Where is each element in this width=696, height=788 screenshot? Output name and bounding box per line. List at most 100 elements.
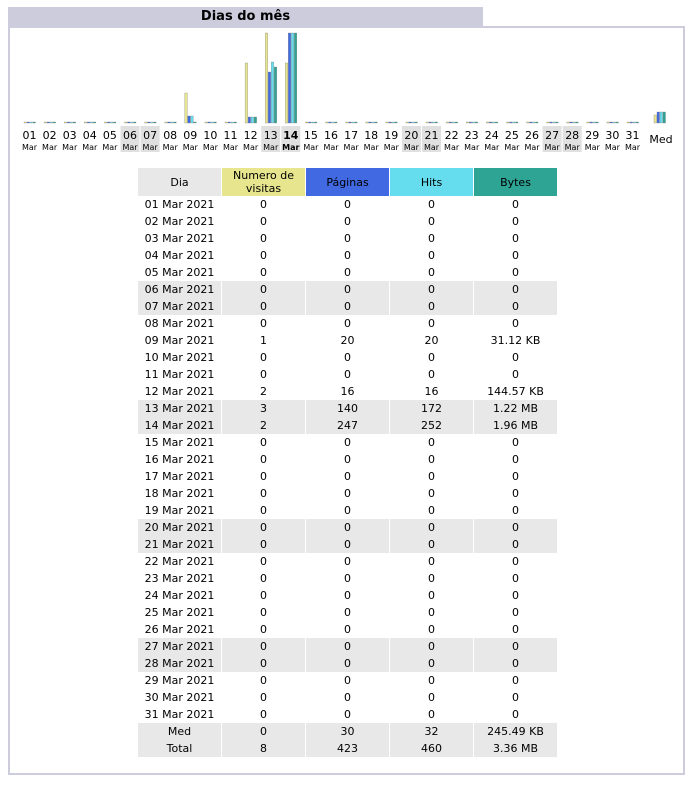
row-value: 0 [221,587,305,604]
bar-bytes-05 [113,121,117,124]
row-value: 0 [221,434,305,451]
x-tick-month: Mar [22,143,38,152]
x-tick-month: Mar [203,143,219,152]
table-row: 17 Mar 2021 0 0 0 0 [137,468,557,485]
row-date: 02 Mar 2021 [137,213,221,230]
row-value: 0 [389,315,473,332]
bar-hits-18 [371,121,375,124]
row-value: 0 [389,587,473,604]
bar-bytes-26 [535,121,539,124]
x-tick-day: 26 [525,129,539,142]
x-tick-day: 06 [123,129,137,142]
weekend-label-bg [542,126,562,152]
row-value: 0 [389,604,473,621]
x-tick-day: 08 [163,129,177,142]
row-date: 24 Mar 2021 [137,587,221,604]
x-tick-month: Mar [223,143,239,152]
x-tick-day: 17 [344,129,358,142]
table-row: 30 Mar 2021 0 0 0 0 [137,689,557,706]
table-row: 31 Mar 2021 0 0 0 0 [137,706,557,723]
row-value: 0 [473,485,557,502]
daily-bar-chart: 01Mar02Mar03Mar04Mar05Mar06Mar07Mar08Mar… [22,32,673,152]
row-value: 0 [221,604,305,621]
row-value: 0 [389,519,473,536]
row-value: 0 [473,281,557,298]
row-value: 0 [305,264,389,281]
row-value: 0 [473,638,557,655]
row-date: 30 Mar 2021 [137,689,221,706]
x-tick-month: Mar [282,143,299,152]
x-tick-month: Mar [344,143,360,152]
bar-numero-de-visitas-20 [405,121,409,124]
x-tick-day: 23 [465,129,479,142]
row-value: 0 [221,621,305,638]
bar-páginas-28 [569,121,573,124]
bar-numero-de-visitas-05 [104,121,108,124]
bar-bytes-06 [133,121,137,124]
bar-hits-29 [592,121,596,124]
row-value: 16 [389,383,473,400]
bar-páginas-25 [509,121,513,124]
table-row: 11 Mar 2021 0 0 0 0 [137,366,557,383]
bar-bytes-09 [193,121,197,124]
x-tick-month: Mar [545,143,561,152]
row-value: 0 [305,315,389,332]
row-date: 15 Mar 2021 [137,434,221,451]
bar-bytes-21 [434,121,438,124]
bar-páginas-27 [549,121,553,124]
bar-hits-17 [351,121,355,124]
footer-value: 32 [389,723,473,740]
row-value: 0 [389,706,473,723]
row-value: 2 [221,383,305,400]
table-row: 21 Mar 2021 0 0 0 0 [137,536,557,553]
row-value: 0 [473,672,557,689]
bar-average-páginas [656,111,660,124]
bar-páginas-29 [589,121,593,124]
bar-numero-de-visitas-23 [466,121,469,124]
x-tick-day: 21 [425,129,439,142]
table-row: 28 Mar 2021 0 0 0 0 [137,655,557,672]
row-value: 0 [221,570,305,587]
row-value: 0 [221,706,305,723]
x-tick-day: 13 [264,129,278,142]
row-value: 0 [389,298,473,315]
bar-hits-20 [411,121,415,124]
table-average-row: Med 0 30 32 245.49 KB [137,723,557,740]
row-value: 0 [473,706,557,723]
x-tick-day: 04 [83,129,97,142]
bar-páginas-05 [107,121,111,124]
bar-bytes-13 [274,66,277,124]
x-tick-day: 29 [585,129,599,142]
footer-value: 0 [221,723,305,740]
bar-numero-de-visitas-11 [224,121,228,124]
bar-páginas-31 [629,121,633,124]
row-value: 0 [389,196,473,213]
row-value: 0 [305,519,389,536]
footer-value: 30 [305,723,389,740]
x-tick-day: 28 [565,129,579,142]
x-tick-month: Mar [565,143,581,152]
row-date: 07 Mar 2021 [137,298,221,315]
table-header-row: Dia Numero de visitas Páginas Hits Bytes [137,168,557,196]
row-date: 10 Mar 2021 [137,349,221,366]
bar-bytes-22 [454,121,458,124]
x-tick-month: Mar [384,143,400,152]
bar-páginas-15 [308,121,312,124]
row-value: 0 [305,587,389,604]
table-row: 01 Mar 2021 0 0 0 0 [137,196,557,213]
bar-numero-de-visitas-25 [506,121,510,124]
x-tick-month: Mar [504,143,520,152]
row-date: 25 Mar 2021 [137,604,221,621]
bar-numero-de-visitas-24 [486,121,489,124]
x-tick-month: Mar [364,143,380,152]
table-row: 10 Mar 2021 0 0 0 0 [137,349,557,366]
table-row: 27 Mar 2021 0 0 0 0 [137,638,557,655]
row-value: 0 [221,247,305,264]
row-value: 0 [389,621,473,638]
weekend-label-bg [401,126,421,152]
row-value: 0 [305,485,389,502]
bar-numero-de-visitas-12 [244,62,248,124]
row-value: 0 [389,536,473,553]
bar-páginas-13 [268,71,271,124]
weekend-label-bg [422,126,441,152]
